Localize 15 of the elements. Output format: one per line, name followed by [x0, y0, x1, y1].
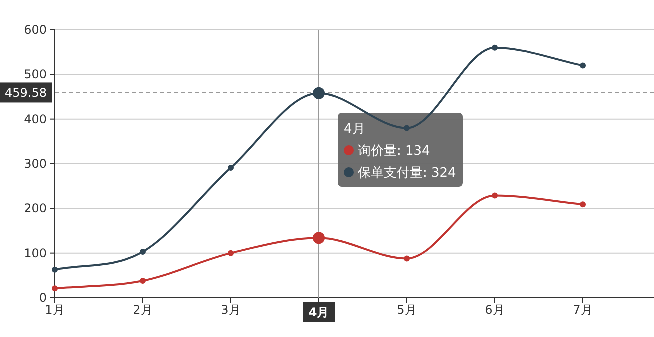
ref-line-label: 459.58 — [5, 86, 47, 100]
y-tick-label: 500 — [24, 68, 47, 82]
y-tick-label: 400 — [24, 112, 47, 126]
x-tick-label: 5月 — [397, 303, 417, 317]
y-tick-label: 600 — [24, 23, 47, 37]
x-tick-label: 4月 — [308, 306, 330, 320]
x-tick-label: 6月 — [485, 303, 505, 317]
y-tick-label: 300 — [24, 157, 47, 171]
x-tick-label: 7月 — [573, 303, 593, 317]
y-tick-label: 0 — [39, 291, 47, 305]
y-tick-label: 200 — [24, 202, 47, 216]
x-tick-label: 2月 — [133, 303, 153, 317]
x-tick-label: 1月 — [45, 303, 65, 317]
x-tick-label: 3月 — [221, 303, 241, 317]
y-tick-label: 100 — [24, 246, 47, 260]
